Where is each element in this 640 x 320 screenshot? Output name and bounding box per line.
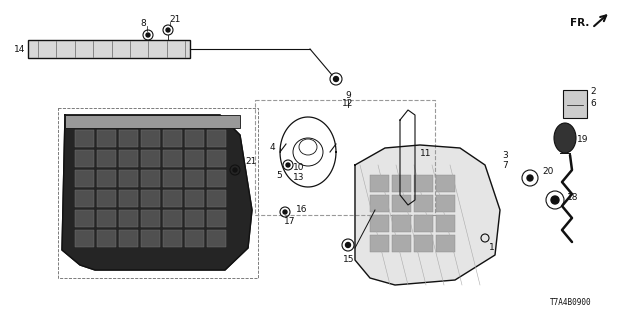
Bar xyxy=(185,210,204,227)
Bar xyxy=(119,170,138,187)
Bar xyxy=(436,235,455,252)
Polygon shape xyxy=(355,145,500,285)
Bar xyxy=(185,170,204,187)
Bar xyxy=(185,190,204,207)
Bar xyxy=(141,190,160,207)
Bar xyxy=(436,215,455,232)
Text: 3: 3 xyxy=(502,150,508,159)
Bar xyxy=(119,230,138,247)
Text: 19: 19 xyxy=(577,135,589,145)
Bar xyxy=(207,210,226,227)
Bar xyxy=(163,170,182,187)
Bar xyxy=(141,150,160,167)
Bar xyxy=(141,230,160,247)
Bar xyxy=(414,235,433,252)
Text: 21: 21 xyxy=(245,157,257,166)
Bar xyxy=(185,230,204,247)
Bar xyxy=(97,190,116,207)
Text: 10: 10 xyxy=(293,164,305,172)
Bar xyxy=(97,210,116,227)
Bar xyxy=(75,190,94,207)
Bar xyxy=(141,170,160,187)
Bar xyxy=(370,235,389,252)
Bar xyxy=(75,210,94,227)
Bar xyxy=(163,130,182,147)
Bar xyxy=(141,130,160,147)
Bar xyxy=(563,90,587,118)
Bar xyxy=(392,175,411,192)
Text: 11: 11 xyxy=(420,148,431,157)
Polygon shape xyxy=(62,115,252,270)
Bar xyxy=(97,230,116,247)
Circle shape xyxy=(346,243,351,247)
Circle shape xyxy=(233,168,237,172)
Circle shape xyxy=(146,33,150,37)
Text: 18: 18 xyxy=(567,194,579,203)
Bar xyxy=(75,170,94,187)
Bar xyxy=(185,150,204,167)
Bar xyxy=(436,175,455,192)
Bar xyxy=(28,40,190,58)
Bar xyxy=(414,175,433,192)
Bar xyxy=(392,195,411,212)
Text: 1: 1 xyxy=(489,244,495,252)
Bar xyxy=(58,108,258,278)
Text: 12: 12 xyxy=(342,99,354,108)
Text: 15: 15 xyxy=(343,255,355,265)
Text: FR.: FR. xyxy=(570,18,589,28)
Bar xyxy=(392,215,411,232)
Bar xyxy=(370,175,389,192)
Text: 13: 13 xyxy=(293,173,305,182)
Text: 2: 2 xyxy=(590,87,596,97)
Bar xyxy=(392,235,411,252)
Bar xyxy=(163,150,182,167)
Bar xyxy=(255,100,435,215)
Circle shape xyxy=(166,28,170,32)
Text: 21: 21 xyxy=(170,15,180,25)
Bar xyxy=(436,195,455,212)
Bar xyxy=(75,130,94,147)
Text: 17: 17 xyxy=(284,218,296,227)
Bar xyxy=(119,150,138,167)
Bar xyxy=(97,150,116,167)
Text: 5: 5 xyxy=(276,171,282,180)
Bar xyxy=(119,130,138,147)
Bar xyxy=(207,230,226,247)
Text: 8: 8 xyxy=(140,20,146,28)
Ellipse shape xyxy=(554,123,576,153)
Bar xyxy=(65,115,240,128)
Circle shape xyxy=(286,163,290,167)
Bar xyxy=(207,150,226,167)
Bar xyxy=(370,195,389,212)
Bar xyxy=(119,210,138,227)
Circle shape xyxy=(333,76,339,82)
Text: 6: 6 xyxy=(590,99,596,108)
Text: 4: 4 xyxy=(269,143,275,153)
Bar xyxy=(75,150,94,167)
Bar xyxy=(163,190,182,207)
Bar xyxy=(141,210,160,227)
Bar xyxy=(97,130,116,147)
Text: 7: 7 xyxy=(502,161,508,170)
Text: 16: 16 xyxy=(296,205,307,214)
Text: 14: 14 xyxy=(14,44,26,53)
Text: T7A4B0900: T7A4B0900 xyxy=(550,298,591,307)
Circle shape xyxy=(551,196,559,204)
Bar xyxy=(207,170,226,187)
Circle shape xyxy=(283,210,287,214)
Bar xyxy=(185,130,204,147)
Bar xyxy=(207,130,226,147)
Bar xyxy=(414,215,433,232)
Bar xyxy=(163,210,182,227)
Bar xyxy=(414,195,433,212)
Circle shape xyxy=(527,175,533,181)
Text: 20: 20 xyxy=(542,167,554,177)
Text: 9: 9 xyxy=(345,91,351,100)
Bar xyxy=(119,190,138,207)
Bar xyxy=(97,170,116,187)
Bar xyxy=(163,230,182,247)
Bar xyxy=(370,215,389,232)
Bar xyxy=(207,190,226,207)
Bar xyxy=(75,230,94,247)
